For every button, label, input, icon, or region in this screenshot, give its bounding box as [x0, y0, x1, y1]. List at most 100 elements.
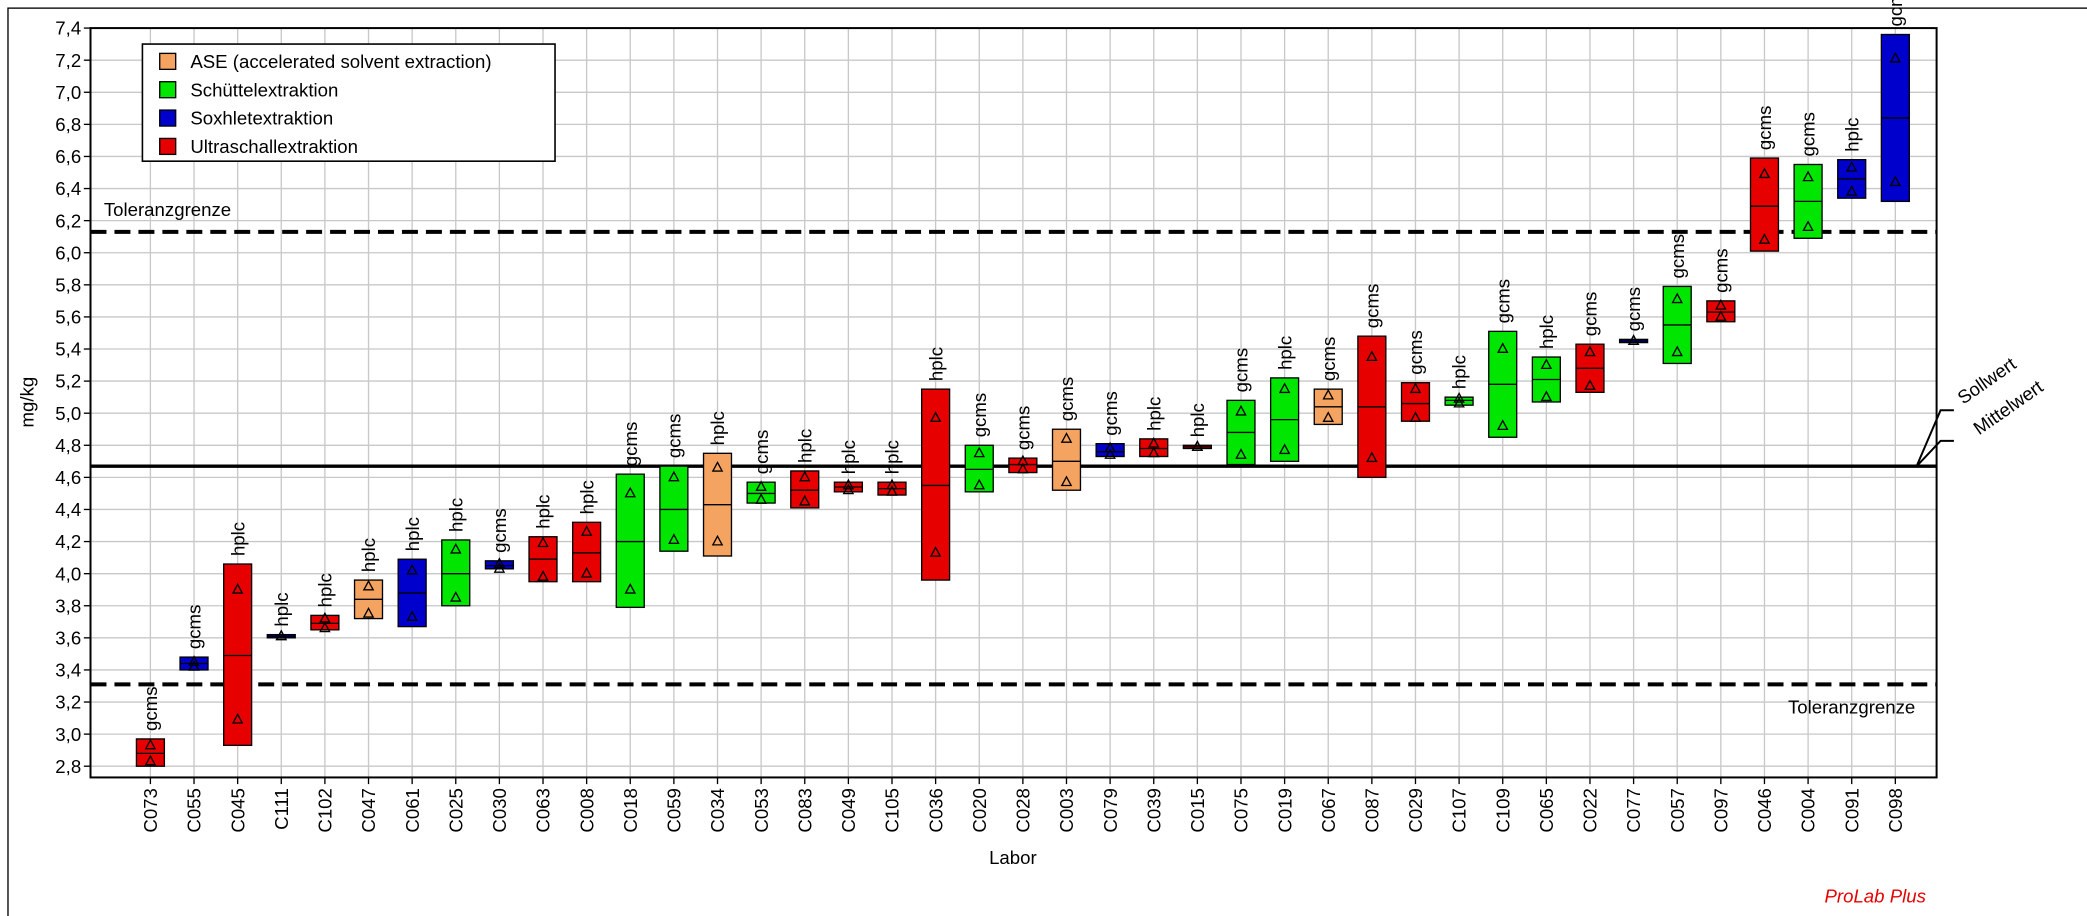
measurement-marker — [362, 607, 375, 618]
measurement-marker — [580, 525, 593, 536]
legend-swatch — [159, 52, 177, 71]
measurement-marker — [668, 533, 680, 544]
measurement-marker — [1409, 382, 1422, 394]
x-tick-label: C111 — [271, 788, 292, 830]
footer: ProLab Plus — [1824, 886, 1925, 907]
measurement-marker — [1060, 475, 1073, 487]
box — [964, 444, 994, 493]
method-label: hplc — [576, 480, 597, 514]
method-label: gcms — [1013, 406, 1034, 451]
measurement-marker — [1278, 382, 1291, 394]
plot-frame — [89, 27, 1938, 779]
measurement-marker — [1060, 432, 1073, 443]
box — [1400, 382, 1431, 422]
method-label: gcms — [664, 414, 685, 458]
measurement-marker — [1496, 419, 1509, 431]
y-tick-label: 3,8 — [55, 595, 81, 616]
x-tick-label: C025 — [445, 788, 466, 833]
measurement-marker — [449, 542, 462, 554]
measurement-marker — [1366, 451, 1378, 463]
measurement-marker — [1715, 298, 1727, 310]
y-tick-label: 6,0 — [55, 242, 81, 263]
measurement-marker — [624, 582, 637, 594]
tolerance-label: Toleranzgrenze — [104, 199, 231, 220]
measurement-marker — [493, 557, 506, 569]
measurement-marker — [1802, 220, 1814, 232]
y-tick-label: 2,8 — [55, 756, 81, 777]
y-tick-label: 5,6 — [55, 307, 81, 328]
method-label: gcms — [184, 605, 205, 650]
x-tick-label: C049 — [838, 788, 859, 833]
measurement-marker — [1802, 170, 1814, 182]
method-label: gcms — [1405, 330, 1426, 374]
legend-label: Schüttelextraktion — [190, 79, 338, 100]
x-tick-label: C022 — [1580, 788, 1601, 833]
measurement-marker — [1584, 379, 1596, 390]
measurement-marker — [362, 579, 375, 591]
measurement-marker — [144, 738, 157, 750]
x-tick-label: C029 — [1405, 788, 1426, 833]
method-label: hplc — [402, 517, 423, 551]
x-tick-label: C008 — [576, 788, 597, 833]
box — [441, 539, 471, 607]
y-tick-label: 6,8 — [55, 114, 81, 135]
method-label: gcms — [620, 422, 641, 467]
measurement-marker — [668, 470, 680, 482]
measurement-marker — [406, 563, 418, 575]
x-tick-label: C053 — [751, 788, 772, 833]
method-label: gcms — [1318, 337, 1339, 382]
y-tick-label: 4,6 — [55, 467, 81, 488]
measurement-marker — [1889, 175, 1902, 187]
y-tick-label: 5,4 — [55, 339, 81, 360]
method-label: hplc — [271, 592, 292, 626]
method-label: gcms — [969, 393, 990, 438]
measurement-marker — [1453, 392, 1465, 403]
x-tick-label: C109 — [1492, 788, 1513, 833]
y-tick-label: 3,0 — [55, 724, 81, 745]
legend-frame — [141, 43, 556, 162]
measurement-marker — [1366, 350, 1378, 362]
box — [1749, 157, 1780, 252]
x-tick-label: C047 — [358, 788, 379, 833]
box — [746, 481, 776, 504]
method-label: hplc — [1536, 315, 1557, 349]
x-tick-label: C075 — [1231, 788, 1252, 833]
y-tick-label: 5,8 — [55, 274, 81, 295]
y-tick-label: 4,0 — [55, 563, 81, 584]
measurement-marker — [231, 582, 244, 594]
x-tick-label: C003 — [1056, 788, 1077, 833]
measurement-marker — [449, 590, 462, 602]
y-tick-label: 6,6 — [55, 146, 81, 167]
legend: ASE (accelerated solvent extraction) Schü… — [141, 43, 556, 162]
x-tick-label: C097 — [1710, 788, 1731, 833]
measurement-marker — [1627, 334, 1640, 345]
measurement-marker — [973, 478, 986, 490]
method-label: gcms — [1710, 248, 1731, 292]
method-label: hplc — [794, 429, 815, 463]
method-label: gcms — [1056, 377, 1077, 422]
method-label: hplc — [533, 495, 554, 529]
method-label: gcms — [489, 508, 510, 553]
measurement-marker — [624, 486, 637, 498]
measurement-marker — [842, 478, 855, 490]
measurement-marker — [406, 610, 418, 621]
measurement-marker — [1322, 411, 1335, 423]
x-tick-label: C046 — [1754, 788, 1775, 833]
legend-label: Ultraschallextraktion — [190, 136, 358, 157]
x-tick-label: C055 — [184, 788, 205, 833]
method-label: hplc — [925, 347, 946, 381]
method-label: hplc — [882, 440, 903, 474]
y-tick-label: 4,2 — [55, 531, 81, 552]
x-tick-label: C020 — [969, 788, 990, 833]
y-axis-label: mg/kg — [16, 377, 37, 428]
x-tick-label: C028 — [1013, 788, 1034, 833]
x-tick-label: C018 — [620, 788, 641, 833]
box — [790, 470, 820, 509]
y-tick-label: 7,0 — [55, 82, 81, 103]
box — [135, 738, 166, 767]
x-tick-label: C030 — [489, 788, 510, 833]
measurement-marker — [1104, 441, 1116, 453]
measurement-marker — [319, 621, 331, 633]
x-tick-label: C015 — [1187, 788, 1208, 833]
legend-label: Soxhletextraktion — [190, 108, 333, 129]
